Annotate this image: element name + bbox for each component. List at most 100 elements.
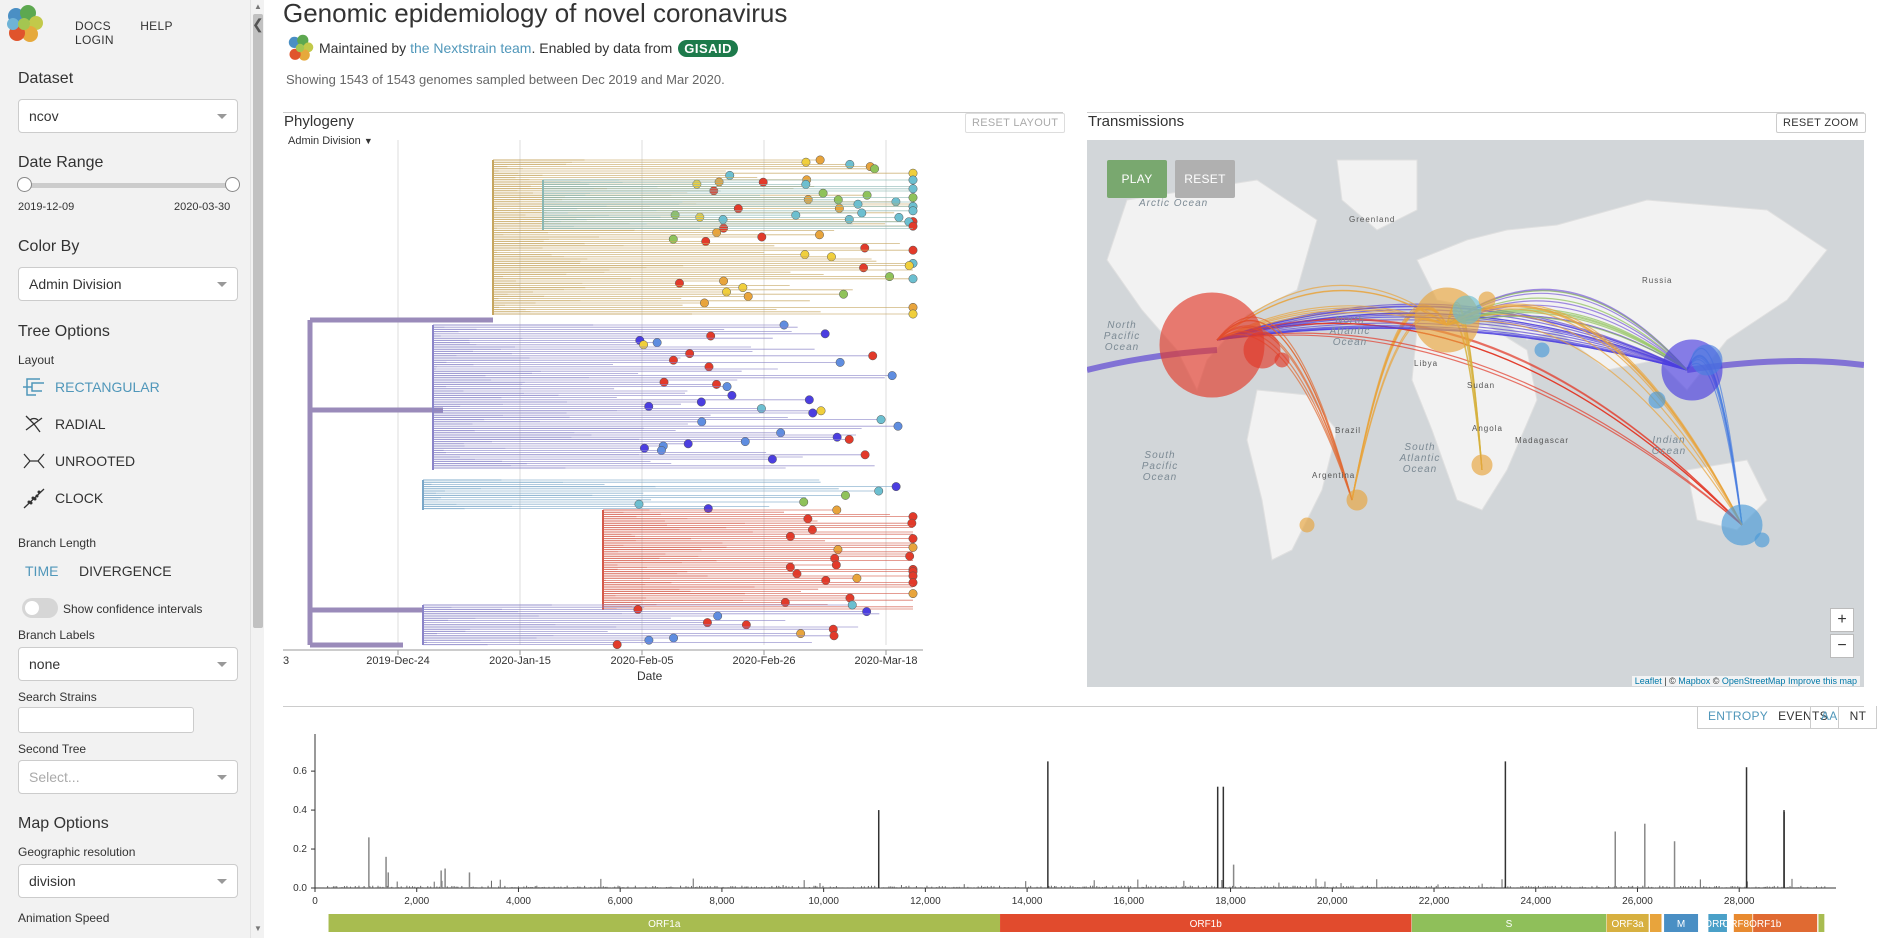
tree-tip [870,164,880,174]
play-button[interactable]: PLAY [1107,160,1167,198]
zoom-in-button[interactable]: + [1830,608,1854,632]
scrollbar-thumb[interactable] [253,14,263,628]
tree-tip [862,190,872,200]
osm-link[interactable]: OpenStreetMap [1721,676,1786,686]
entropy-x-tick-label: 22,000 [1419,896,1450,907]
second-tree-select[interactable]: Select... [18,760,238,794]
gene-label: ORF1b [1190,919,1223,930]
tree-tip [847,600,857,610]
tree-tip [818,188,828,198]
layout-clock-button[interactable]: CLOCK [20,486,103,510]
location-circle [1721,504,1763,546]
tree-tip [743,291,753,301]
tree-tip [821,575,831,585]
collapse-sidebar-icon[interactable]: ❮ [252,16,264,32]
branch-labels-select[interactable]: none [18,647,238,681]
tree-tip [908,309,918,319]
tree-color-dropdown[interactable]: Admin Division ▼ [288,135,373,147]
ocean-label-north-atlantic: North Atlantic Ocean [1329,315,1371,348]
improve-map-link[interactable]: Improve this map [1787,676,1857,686]
aa-nt-tab-group: AA NT [1810,706,1878,729]
entropy-x-tick-label: 14,000 [1012,896,1043,907]
nextstrain-team-link[interactable]: the Nextstrain team [410,40,532,56]
scroll-up-icon[interactable]: ▲ [254,2,262,11]
gene-block [1649,914,1662,932]
dataset-select[interactable]: ncov [18,99,238,133]
phylogeny-tree[interactable] [283,140,1063,690]
entropy-tab[interactable]: ENTROPY [1708,709,1769,723]
tree-tip [756,404,766,414]
branch-length-time-button[interactable]: TIME [25,563,59,579]
tree-tip [860,243,870,253]
tree-tip [644,401,654,411]
place-label-sudan: Sudan [1467,381,1496,390]
branch-length-divergence-button[interactable]: DIVERGENCE [79,563,172,579]
date-range-end-handle[interactable] [225,177,240,192]
reset-zoom-button[interactable]: RESET ZOOM [1776,113,1866,133]
layout-radial-button[interactable]: RADIAL [20,412,106,436]
transmission-map[interactable]: PLAY RESET + − Leaflet | © Mapbox © Open… [1087,140,1864,687]
map-canvas[interactable] [1087,140,1864,687]
layout-rectangular-button[interactable]: RECTANGULAR [20,375,160,399]
transmission-arc [1216,334,1743,526]
entropy-x-tick-label: 8,000 [709,896,734,907]
gene-block [1000,914,1412,932]
date-range-start-handle[interactable] [17,177,32,192]
confidence-toggle[interactable] [22,598,58,618]
gene-label: ORF8ORF1b [1722,919,1781,930]
tree-tip [767,454,777,464]
place-label-brazil: Brazil [1335,426,1362,435]
layout-unrooted-button[interactable]: UNROOTED [20,449,135,473]
leaflet-link[interactable]: Leaflet [1634,676,1662,686]
tree-tip [683,439,693,449]
gisaid-logo[interactable]: GISAID [678,40,739,57]
scroll-down-icon[interactable]: ▼ [254,924,262,933]
events-tab[interactable]: EVENTS [1778,709,1828,723]
sidebar-scrollbar[interactable]: ▲ ▼ [250,0,264,938]
tree-tip [868,351,878,361]
tree-tip [908,245,918,255]
toggle-knob [25,601,39,615]
help-link[interactable]: HELP [140,19,173,33]
tree-tip [685,349,695,359]
entropy-chart[interactable]: 0.0 0.2 0.4 0.6 0 2,000 4,000 6,000 8,000 10,000 1… [283,720,1873,938]
nextstrain-logo[interactable] [4,4,44,44]
place-label-libya: Libya [1414,359,1439,368]
tree-tip [831,560,841,570]
branch-labels-value: none [29,656,61,672]
docs-link[interactable]: DOCS [75,19,111,33]
zoom-out-button[interactable]: − [1830,634,1854,658]
tree-tip [894,212,904,222]
gene-block [1753,914,1818,932]
transmissions-title: Transmissions [1088,113,1185,130]
color-by-select[interactable]: Admin Division [18,267,238,301]
entropy-x-tick-label: 26,000 [1622,896,1653,907]
date-range-track[interactable] [24,183,232,188]
location-circle [1648,391,1666,409]
nt-tab[interactable]: NT [1849,709,1867,723]
tree-tip [704,362,714,372]
aa-tab[interactable]: AA [1821,709,1838,723]
tree-tip [776,428,786,438]
location-circle [1471,454,1493,476]
tree-tip [859,263,868,273]
page-title: Genomic epidemiology of novel coronaviru… [283,0,788,28]
place-label-russia: Russia [1642,276,1673,285]
entropy-x-tick-label: 0 [312,896,318,907]
mapbox-link[interactable]: Mapbox [1678,676,1711,686]
login-link[interactable]: LOGIN [75,33,114,47]
transmission-arc [1216,332,1743,526]
color-by-value: Admin Division [29,276,122,292]
tree-options-heading: Tree Options [18,323,110,340]
ocean-label-arctic: Arctic Ocean [1139,198,1209,209]
tree-tip [893,421,903,431]
gene-block [1411,914,1607,932]
ocean-label-indian: Indian Ocean [1651,435,1687,457]
radial-tree-icon [25,415,43,433]
search-strains-input[interactable] [18,707,194,733]
geo-resolution-select[interactable]: division [18,864,238,898]
sidebar: DOCS HELP LOGIN Dataset ncov Date Range … [0,0,250,938]
map-reset-button[interactable]: RESET [1175,160,1235,198]
tree-tip [703,504,713,514]
reset-layout-button[interactable]: RESET LAYOUT [965,113,1066,133]
